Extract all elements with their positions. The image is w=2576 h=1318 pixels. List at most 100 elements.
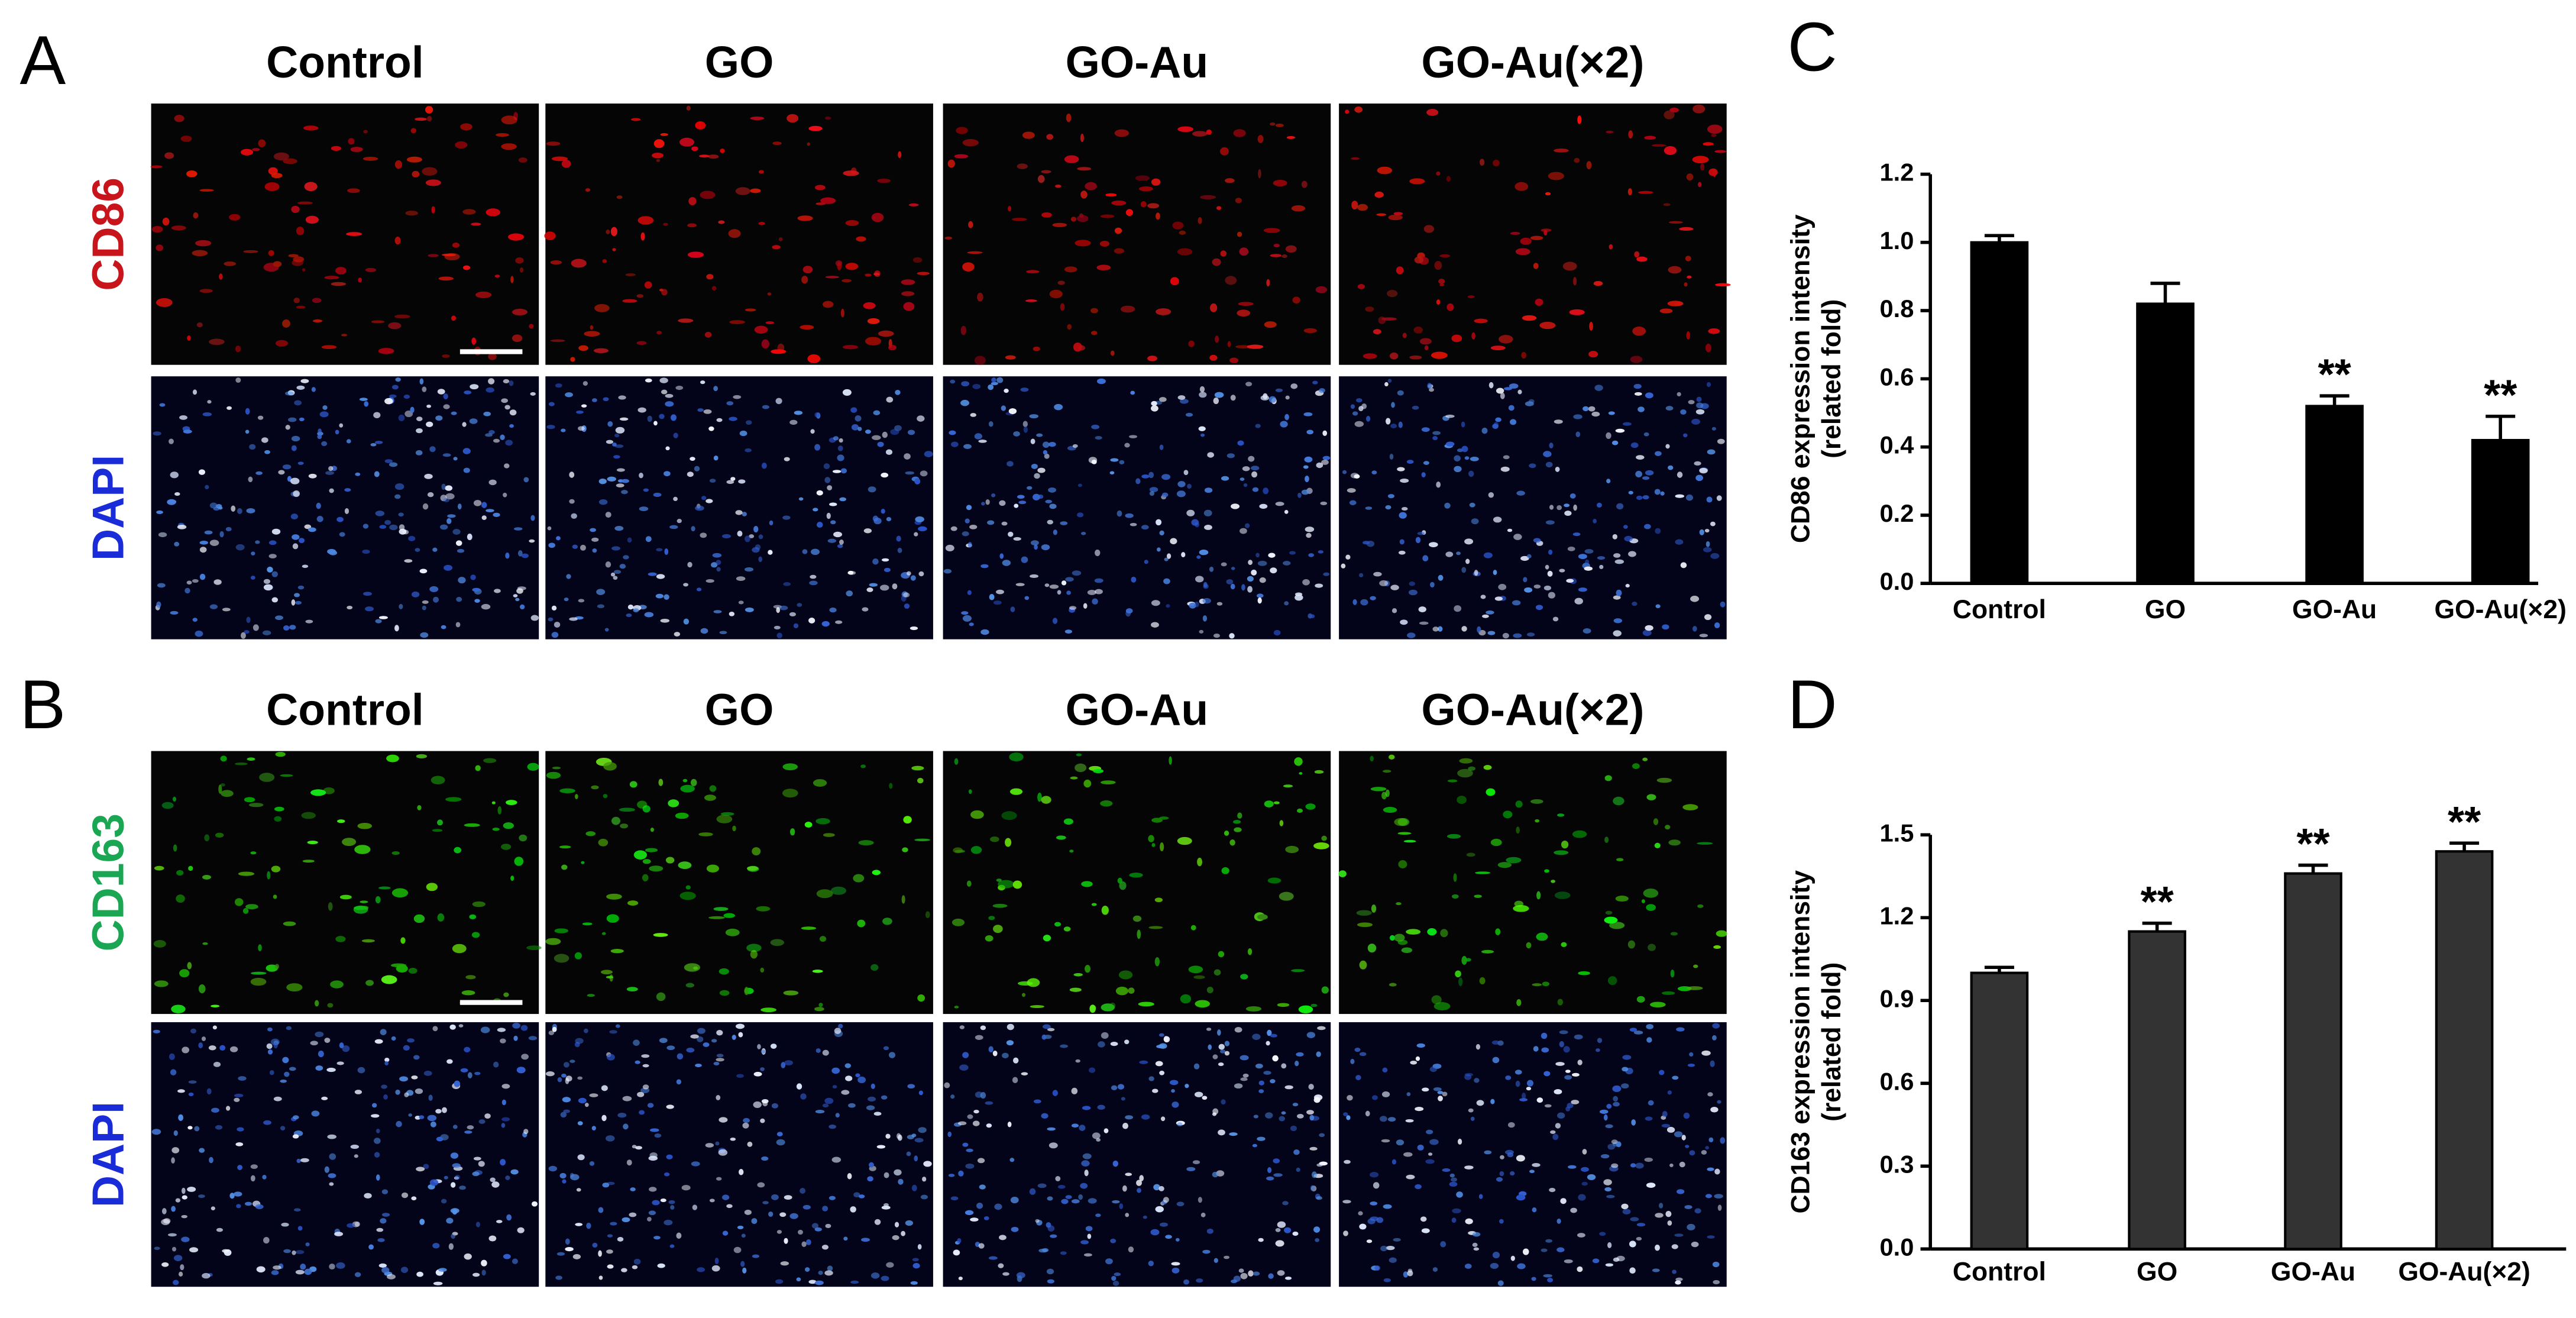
cell <box>687 561 692 568</box>
cell <box>719 1117 728 1123</box>
cell <box>453 457 458 461</box>
cell <box>1557 813 1565 817</box>
cell <box>627 537 632 543</box>
cell <box>700 380 706 385</box>
cell <box>222 608 231 612</box>
cell <box>1284 1085 1293 1090</box>
cell <box>999 553 1004 559</box>
cell <box>326 1067 336 1073</box>
cell <box>704 331 712 338</box>
column-header: GO-Au(×2) <box>1421 684 1644 734</box>
cell <box>1589 321 1593 331</box>
cell <box>1389 935 1395 941</box>
cell <box>187 1187 196 1192</box>
cell <box>481 1269 486 1276</box>
error-bar <box>2486 414 2516 441</box>
cell <box>605 561 611 568</box>
cell <box>1490 345 1506 351</box>
cell <box>639 1110 645 1115</box>
cell <box>752 847 761 855</box>
cell <box>509 409 517 416</box>
cell <box>1632 602 1637 606</box>
cell <box>1159 1070 1165 1075</box>
cell <box>435 415 443 421</box>
cell <box>1519 1098 1528 1101</box>
cell <box>1270 122 1276 126</box>
cell <box>642 1084 649 1090</box>
cell <box>842 389 852 396</box>
cell <box>853 1192 860 1198</box>
cell <box>266 1043 273 1049</box>
cell <box>642 859 651 864</box>
cell <box>206 1088 212 1095</box>
cell <box>381 1084 387 1089</box>
cell <box>883 1046 889 1051</box>
cell <box>327 1003 334 1008</box>
cell <box>1389 983 1397 987</box>
cell <box>1360 599 1368 606</box>
y-tick-label: 0.0 <box>1880 567 1914 595</box>
cell <box>622 1217 630 1223</box>
cell <box>1436 481 1441 488</box>
cell <box>448 1243 454 1250</box>
cell <box>1389 1257 1397 1263</box>
cell <box>824 1270 833 1276</box>
cell <box>856 236 866 242</box>
cell <box>403 395 410 399</box>
cell <box>1284 414 1289 421</box>
cell <box>429 1179 439 1186</box>
cell <box>855 415 862 422</box>
cell <box>1237 440 1244 446</box>
cell <box>636 341 647 345</box>
cell <box>1176 1201 1185 1207</box>
cell <box>257 415 264 420</box>
cell <box>464 1253 472 1260</box>
cell <box>312 319 323 323</box>
cell <box>642 874 649 881</box>
cell <box>975 1035 983 1040</box>
cell <box>1654 489 1661 495</box>
cell <box>151 1129 161 1135</box>
cell <box>1047 1196 1053 1201</box>
cell <box>188 865 193 871</box>
cell <box>1572 1073 1580 1077</box>
cell <box>738 600 744 605</box>
cell <box>1243 483 1248 487</box>
cell <box>559 845 571 849</box>
cell <box>348 138 355 145</box>
cell <box>635 1146 642 1150</box>
cell <box>1202 597 1211 604</box>
cell <box>814 185 826 190</box>
cell <box>659 377 668 383</box>
cell <box>271 173 283 179</box>
cell <box>1253 1115 1258 1119</box>
cell <box>1549 442 1554 449</box>
cell <box>192 389 198 395</box>
cell <box>271 597 279 603</box>
cell <box>1232 819 1241 824</box>
cell <box>1245 1006 1261 1012</box>
cell <box>1071 1123 1079 1128</box>
cell <box>868 1096 876 1102</box>
cell <box>967 251 983 254</box>
cell <box>1313 842 1329 849</box>
cell <box>292 1134 299 1139</box>
cell <box>521 1054 529 1060</box>
cell <box>416 428 423 434</box>
cell <box>1593 519 1597 524</box>
cell <box>368 1244 374 1250</box>
cell <box>1060 1251 1067 1255</box>
cell <box>1165 1235 1172 1239</box>
cell <box>642 805 651 813</box>
cell <box>869 583 878 587</box>
cell <box>1507 528 1513 532</box>
cell <box>584 1028 588 1033</box>
cell <box>189 1247 199 1253</box>
cell <box>297 201 313 205</box>
cell <box>878 330 894 337</box>
cell <box>161 802 174 809</box>
cell <box>263 584 273 591</box>
cell <box>315 1065 323 1071</box>
cell <box>564 597 569 602</box>
